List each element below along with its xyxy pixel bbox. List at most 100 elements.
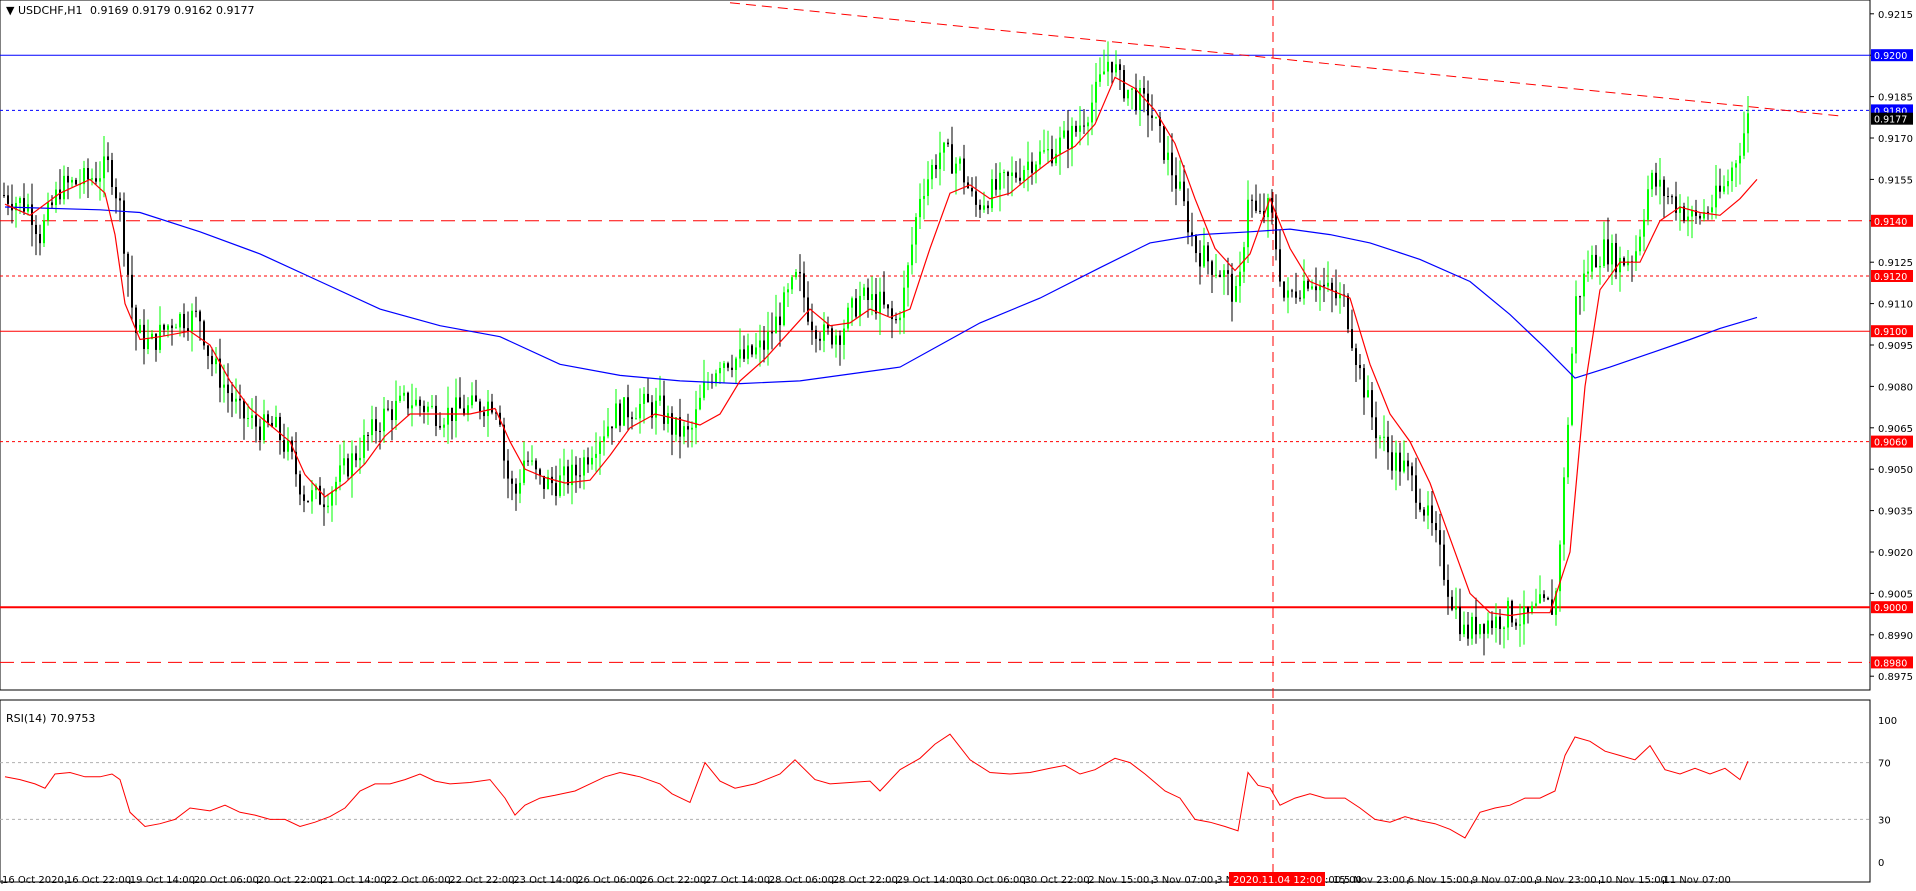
candle-body (1639, 236, 1641, 252)
candle-body (1687, 216, 1689, 221)
level-tag (1871, 49, 1913, 62)
candle-body (319, 485, 321, 505)
candle-body (651, 402, 653, 418)
candle-body (1083, 125, 1085, 127)
candle-body (1103, 71, 1105, 75)
time-tick-label: 11 Nov 07:00 (1663, 875, 1730, 886)
price-pane-frame (0, 0, 1871, 691)
candle-body (1727, 181, 1729, 187)
candle-body (939, 152, 941, 170)
candle-body (187, 328, 189, 331)
candle-body (871, 294, 873, 301)
candle-body (899, 317, 901, 321)
collapse-triangle-icon[interactable]: ▼ (6, 4, 15, 17)
candle-body (679, 417, 681, 437)
candle-body (1211, 261, 1213, 275)
time-tick-label: 20 Oct 06:00 (194, 875, 259, 886)
candle-body (1199, 253, 1201, 267)
time-tick-label: 5 Nov 23:00 (1344, 875, 1405, 886)
candle-body (595, 453, 597, 458)
candle-body (539, 469, 541, 476)
symbol-header[interactable]: ▼ USDCHF,H1 0.9169 0.9179 0.9162 0.9177 (6, 4, 254, 17)
candle-body (807, 297, 809, 322)
rsi-pane[interactable]: 100 70 30 0 (0, 699, 1897, 883)
candle-body (1107, 61, 1109, 72)
candle-body (1095, 81, 1097, 103)
candle-body (311, 490, 313, 502)
candle-body (1719, 185, 1721, 192)
candle-body (739, 349, 741, 359)
candle-body (1235, 286, 1237, 302)
candle-body (1627, 261, 1629, 266)
candle-body (1011, 172, 1013, 176)
candle-body (1683, 206, 1685, 221)
price-tick-label: 0.9080 (1878, 382, 1913, 393)
candle-body (1151, 115, 1153, 118)
price-tick-label: 0.9035 (1878, 507, 1913, 518)
candle-body (1447, 579, 1449, 597)
candle-body (1479, 624, 1481, 635)
candle-body (259, 426, 261, 441)
candle-body (979, 204, 981, 210)
candle-body (131, 274, 133, 308)
candle-body (1699, 215, 1701, 219)
candle-body (783, 292, 785, 326)
time-tick-label: 3 N (1216, 875, 1233, 886)
candle-body (1531, 605, 1533, 613)
candle-body (623, 397, 625, 426)
candle-body (1259, 210, 1261, 212)
candle-body (1019, 177, 1021, 181)
candle-body (207, 345, 209, 356)
candle-body (1371, 390, 1373, 418)
candle-body (107, 156, 109, 161)
candle-body (543, 475, 545, 489)
candle-body (571, 464, 573, 486)
candle-body (431, 405, 433, 407)
price-tick-label: 0.9170 (1878, 134, 1913, 145)
candle-body (1459, 606, 1461, 635)
candle-body (1179, 181, 1181, 189)
candle-body (515, 483, 517, 494)
candle-body (1375, 417, 1377, 439)
candle-body (51, 202, 53, 206)
candle-body (227, 384, 229, 394)
candle-body (1467, 624, 1469, 639)
time-tick-label: 27 Oct 14:00 (705, 875, 770, 886)
candle-body (775, 316, 777, 334)
candle-body (647, 393, 649, 403)
candle-body (1527, 606, 1529, 613)
candle-body (1539, 594, 1541, 604)
candle-body (523, 460, 525, 483)
candle-body (1735, 163, 1737, 168)
candle-body (243, 400, 245, 419)
crosshair-time-tag (1229, 872, 1325, 886)
candle-body (1679, 206, 1681, 213)
candle-body (643, 393, 645, 404)
candle-body (1091, 102, 1093, 123)
candle-body (103, 156, 105, 179)
candle-body (1623, 257, 1625, 266)
candle-body (495, 412, 497, 414)
candle-body (1607, 239, 1609, 265)
trendline (729, 2, 1841, 117)
candle-body (1119, 64, 1121, 71)
candle-body (659, 395, 661, 401)
candle-body (463, 408, 465, 415)
candle-body (1219, 274, 1221, 278)
candle-body (1355, 348, 1357, 365)
price-tick-label: 0.9155 (1878, 175, 1913, 186)
rsi-tick-label: 0 (1878, 858, 1884, 869)
candle-body (763, 340, 765, 350)
candle-body (1131, 88, 1133, 90)
candle-body (371, 419, 373, 436)
candle-body (1703, 211, 1705, 219)
candle-body (1511, 600, 1513, 623)
candle-body (359, 457, 361, 461)
time-tick-label: 9 Nov 07:00 (1472, 875, 1533, 886)
candle-body (1359, 364, 1361, 369)
candle-body (1379, 437, 1381, 439)
candle-body (223, 384, 225, 388)
candle-body (403, 392, 405, 396)
